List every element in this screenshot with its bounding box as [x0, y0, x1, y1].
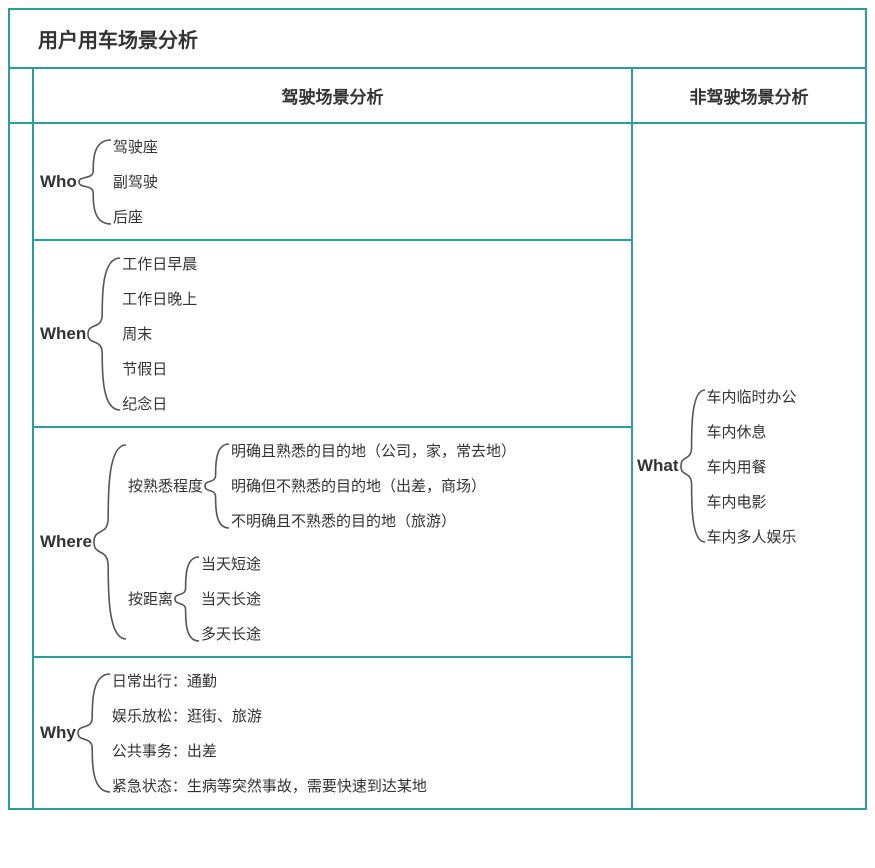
left-column-body: Who 驾驶座副驾驶后座 When 工作日早晨工作日晚上周末节假日纪念日 Where 按熟…: [34, 124, 633, 808]
why-children: 日常出行：通勤娱乐放松：逛街、旅游公共事务：出差紧急状态：生病等突然事故，需要快…: [112, 670, 623, 796]
leaf-item: 紧急状态：生病等突然事故，需要快速到达某地: [112, 775, 623, 796]
group-label: Who: [40, 172, 77, 192]
group: 按距离 当天短途当天长途多天长途: [128, 553, 623, 644]
按距离-children: 当天短途当天长途多天长途: [201, 553, 623, 644]
brace-icon: [92, 443, 128, 641]
stub-body: [10, 124, 34, 808]
leaf-item: 纪念日: [122, 393, 623, 414]
left-column-header: 驾驶场景分析: [34, 69, 633, 122]
who-children: 驾驶座副驾驶后座: [113, 136, 623, 227]
brace-icon: [203, 442, 231, 530]
leaf-item: 车内休息: [707, 421, 859, 442]
body-row: Who 驾驶座副驾驶后座 When 工作日早晨工作日晚上周末节假日纪念日 Where 按熟…: [10, 124, 865, 808]
leaf-item: 公共事务：出差: [112, 740, 623, 761]
按熟悉程度-children: 明确且熟悉的目的地（公司，家，常去地） 明确但不熟悉的目的地（出差，商场） 不明确且…: [231, 440, 623, 531]
brace-icon: [173, 555, 201, 643]
leaf-item: 节假日: [122, 358, 623, 379]
leaf-item: 工作日早晨: [122, 253, 623, 274]
group-label: What: [637, 456, 679, 476]
group-label: 按距离: [128, 588, 173, 609]
section-when: When 工作日早晨工作日晚上周末节假日纪念日: [34, 241, 631, 428]
leaf-item: 驾驶座: [113, 136, 623, 157]
leaf-item: 当天长途: [201, 588, 623, 609]
group: Why 日常出行：通勤娱乐放松：逛街、旅游公共事务：出差紧急状态：生病等突然事故，…: [40, 670, 623, 796]
leaf-item: 副驾驶: [113, 171, 623, 192]
leaf-item: 车内电影: [707, 491, 859, 512]
leaf-item: 车内多人娱乐: [707, 526, 859, 547]
brace-icon: [77, 138, 113, 226]
group: When 工作日早晨工作日晚上周末节假日纪念日: [40, 253, 623, 414]
when-children: 工作日早晨工作日晚上周末节假日纪念日: [122, 253, 623, 414]
group: Where 按熟悉程度 明确且熟悉的目的地（公司，家，常去地） 明确但不熟悉的目的地（…: [40, 440, 623, 644]
columns-header: 驾驶场景分析 非驾驶场景分析: [10, 69, 865, 124]
group-label: When: [40, 324, 86, 344]
leaf-item: 不明确且不熟悉的目的地（旅游）: [231, 510, 623, 531]
main-title: 用户用车场景分析: [10, 10, 865, 69]
group: What 车内临时办公车内休息车内用餐车内电影车内多人娱乐: [637, 386, 859, 547]
group-label: Why: [40, 723, 76, 743]
leaf-item: 日常出行：通勤: [112, 670, 623, 691]
brace-icon: [679, 388, 707, 544]
group-label: Where: [40, 532, 92, 552]
group-label: 按熟悉程度: [128, 475, 203, 496]
leaf-item: 车内用餐: [707, 456, 859, 477]
subgroup-column: 按熟悉程度 明确且熟悉的目的地（公司，家，常去地） 明确但不熟悉的目的地（出差，商场…: [128, 440, 623, 644]
leaf-item: 后座: [113, 206, 623, 227]
leaf-item: 明确且熟悉的目的地（公司，家，常去地）: [231, 440, 623, 461]
leaf-item: 娱乐放松：逛街、旅游: [112, 705, 623, 726]
diagram-frame: 用户用车场景分析 驾驶场景分析 非驾驶场景分析 Who 驾驶座副驾驶后座 When 工…: [8, 8, 867, 810]
section-who: Who 驾驶座副驾驶后座: [34, 124, 631, 241]
group: 按熟悉程度 明确且熟悉的目的地（公司，家，常去地） 明确但不熟悉的目的地（出差，商场…: [128, 440, 623, 531]
leaf-item: 车内临时办公: [707, 386, 859, 407]
leaf-item: 工作日晚上: [122, 288, 623, 309]
section-where: Where 按熟悉程度 明确且熟悉的目的地（公司，家，常去地） 明确但不熟悉的目的地（…: [34, 428, 631, 658]
brace-icon: [76, 672, 112, 794]
leaf-item: 明确但不熟悉的目的地（出差，商场）: [231, 475, 623, 496]
right-column-body: What 车内临时办公车内休息车内用餐车内电影车内多人娱乐: [633, 124, 865, 808]
leaf-item: 当天短途: [201, 553, 623, 574]
section-why: Why 日常出行：通勤娱乐放松：逛街、旅游公共事务：出差紧急状态：生病等突然事故，…: [34, 658, 631, 808]
brace-icon: [86, 256, 122, 412]
group: Who 驾驶座副驾驶后座: [40, 136, 623, 227]
what-children: 车内临时办公车内休息车内用餐车内电影车内多人娱乐: [707, 386, 859, 547]
leaf-item: 多天长途: [201, 623, 623, 644]
stub-cell: [10, 69, 34, 122]
leaf-item: 周末: [122, 323, 623, 344]
right-column-header: 非驾驶场景分析: [633, 69, 865, 122]
